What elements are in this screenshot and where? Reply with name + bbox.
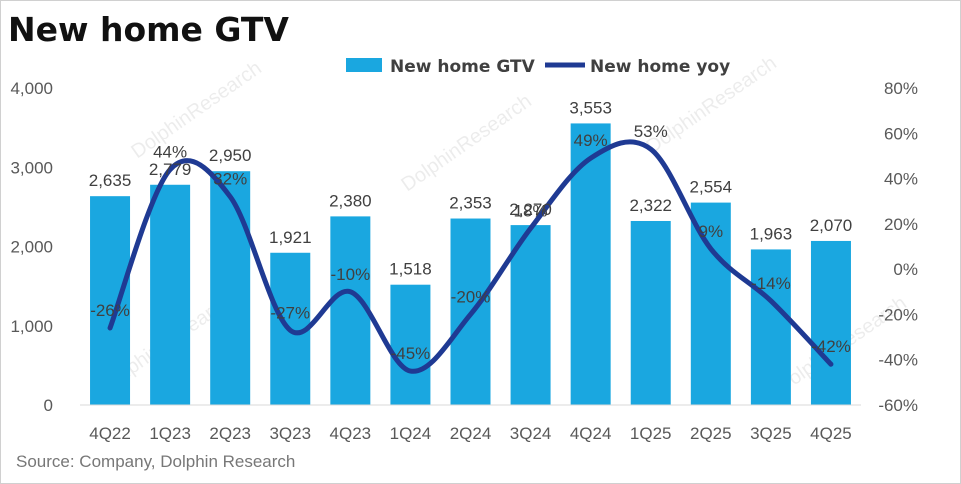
bar-data-label: 2,353: [449, 194, 492, 213]
source-note: Source: Company, Dolphin Research: [16, 452, 296, 471]
bar: [630, 220, 671, 405]
left-tick-label: 0: [44, 396, 53, 415]
bar-data-label: 1,518: [389, 260, 432, 279]
bar: [570, 123, 611, 406]
right-tick-label: -20%: [878, 305, 918, 324]
bar: [750, 249, 791, 405]
right-tick-label: 80%: [884, 79, 918, 98]
bar-data-label: 2,779: [149, 160, 192, 179]
bar-data-label: 2,322: [629, 196, 672, 215]
x-tick-label: 2Q23: [209, 424, 251, 443]
bar: [150, 184, 191, 405]
line-data-label: -10%: [331, 265, 371, 284]
bar: [690, 202, 731, 405]
right-tick-label: 60%: [884, 124, 918, 143]
bar: [390, 284, 431, 405]
legend-bar-swatch: [346, 58, 382, 72]
line-data-label: 53%: [634, 122, 668, 141]
x-tick-label: 4Q22: [89, 424, 131, 443]
line-data-label: 18%: [514, 201, 548, 220]
left-axis-ticks: 0 1,000 2,000 3,000 4,000: [10, 79, 53, 415]
right-tick-label: 0%: [893, 260, 918, 279]
line-data-label: -42%: [811, 337, 851, 356]
x-tick-label: 2Q24: [450, 424, 492, 443]
x-tick-label: 1Q24: [390, 424, 432, 443]
x-tick-label: 3Q23: [269, 424, 311, 443]
left-tick-label: 3,000: [10, 158, 53, 177]
x-tick-label: 4Q25: [810, 424, 852, 443]
bar-data-label: 2,554: [690, 178, 733, 197]
bar-data-label: 3,553: [569, 98, 612, 117]
bar-data-label: 2,635: [89, 171, 132, 190]
left-tick-label: 2,000: [10, 238, 53, 257]
legend-line-label: New home yoy: [590, 57, 730, 77]
left-tick-label: 1,000: [10, 317, 53, 336]
x-tick-label: 3Q25: [750, 424, 792, 443]
bar: [210, 171, 251, 405]
right-axis-ticks: -60% -40% -20% 0% 20% 40% 60% 80%: [878, 79, 918, 415]
bar: [510, 225, 551, 405]
line-data-label: -20%: [451, 287, 491, 306]
line-data-labels: -26% 44% 32% -27% -10% -45% -20% 18% 49% 53% 9% -14…: [90, 122, 851, 363]
bar-data-label: 2,950: [209, 146, 252, 165]
line-series: [107, 139, 834, 374]
bar-data-label: 2,380: [329, 191, 372, 210]
x-tick-label: 4Q23: [330, 424, 372, 443]
bar-data-label: 1,963: [750, 224, 793, 243]
bar-data-label: 1,921: [269, 228, 312, 247]
bar: [90, 196, 131, 405]
right-tick-label: -40%: [878, 351, 918, 370]
x-tick-label: 3Q24: [510, 424, 552, 443]
line-data-label: 9%: [699, 222, 724, 241]
right-tick-label: 20%: [884, 215, 918, 234]
bar: [330, 216, 371, 405]
x-tick-label: 1Q25: [630, 424, 672, 443]
legend-bar-label: New home GTV: [390, 57, 536, 77]
bar-data-labels: 2,635 2,779 2,950 1,921 2,380 1,518 2,353 2,270…: [89, 98, 852, 278]
line-data-label: -26%: [90, 301, 130, 320]
x-tick-label: 1Q23: [149, 424, 191, 443]
bar-data-label: 2,270: [509, 200, 552, 219]
line-data-label: 32%: [213, 170, 247, 189]
line-data-label: -45%: [391, 344, 431, 363]
bar-data-label: 2,070: [810, 216, 853, 235]
x-axis-ticks: 4Q22 1Q23 2Q23 3Q23 4Q23 1Q24 2Q24 3Q24 4Q24 1Q25…: [89, 424, 852, 443]
line-data-label: -27%: [270, 303, 310, 322]
x-tick-label: 2Q25: [690, 424, 732, 443]
right-tick-label: 40%: [884, 170, 918, 189]
line-data-label: 49%: [574, 131, 608, 150]
right-tick-label: -60%: [878, 396, 918, 415]
line-data-label: -14%: [751, 274, 791, 293]
watermark-text: DolphinResearch: [397, 90, 535, 196]
x-tick-label: 4Q24: [570, 424, 612, 443]
bar: [810, 240, 851, 405]
line-data-label: 44%: [153, 143, 187, 162]
yoy-line: [107, 139, 834, 374]
chart-title: New home GTV: [8, 10, 289, 49]
left-tick-label: 4,000: [10, 79, 53, 98]
legend: New home GTV New home yoy: [346, 57, 730, 77]
